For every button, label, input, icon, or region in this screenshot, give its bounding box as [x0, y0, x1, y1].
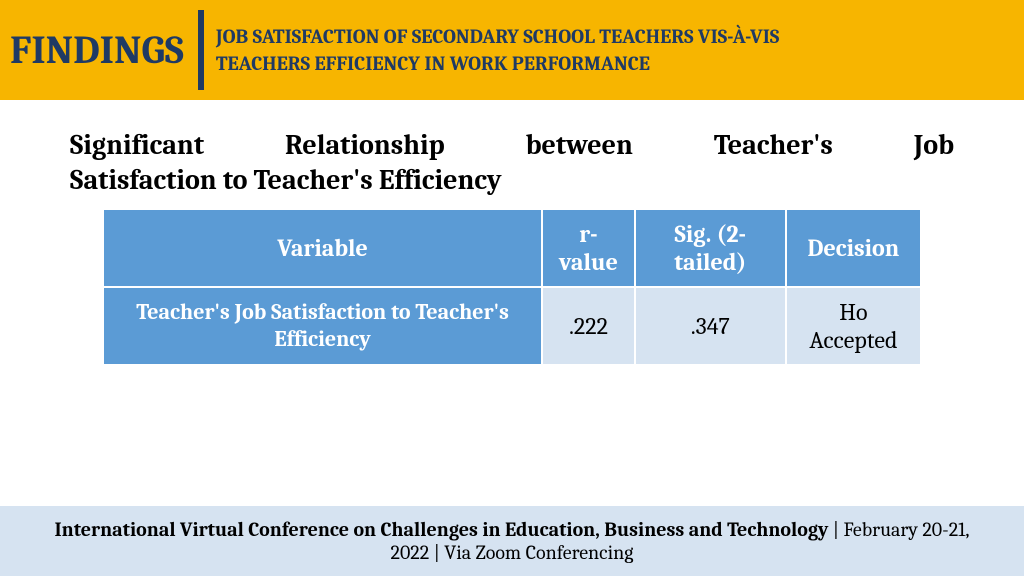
footer-bar: International Virtual Conference on Chal… — [0, 506, 1024, 576]
cell-r-value: .222 — [542, 287, 635, 365]
footer-conference: International Virtual Conference on Chal… — [55, 518, 829, 541]
col-r-value: r-value — [542, 209, 635, 287]
table-header-row: Variable r-value Sig. (2-tailed) Decisio… — [103, 209, 921, 287]
footer-venue: Via Zoom Conferencing — [444, 541, 633, 564]
table-row: Teacher's Job Satisfaction to Teacher's … — [103, 287, 921, 365]
cell-variable: Teacher's Job Satisfaction to Teacher's … — [103, 287, 542, 365]
footer-sep2: | — [429, 541, 444, 564]
section-heading-line2: Satisfaction to Teacher's Efficiency — [70, 163, 954, 198]
cell-decision: Ho Accepted — [786, 287, 921, 365]
col-variable: Variable — [103, 209, 542, 287]
header-divider — [198, 10, 204, 90]
cell-sig: .347 — [635, 287, 786, 365]
footer-sep1: | — [828, 518, 843, 541]
header-subtitle: JOB SATISFACTION OF SECONDARY SCHOOL TEA… — [216, 23, 780, 77]
col-sig: Sig. (2-tailed) — [635, 209, 786, 287]
section-heading-line1: Significant Relationship between Teacher… — [70, 128, 954, 163]
col-decision: Decision — [786, 209, 921, 287]
header-bar: FINDINGS JOB SATISFACTION OF SECONDARY S… — [0, 0, 1024, 100]
results-table: Variable r-value Sig. (2-tailed) Decisio… — [102, 208, 922, 366]
subtitle-line1: JOB SATISFACTION OF SECONDARY SCHOOL TEA… — [216, 23, 780, 50]
findings-title: FINDINGS — [10, 27, 198, 73]
subtitle-line2: TEACHERS EFFICIENCY IN WORK PERFORMANCE — [216, 50, 780, 77]
content-area: Significant Relationship between Teacher… — [0, 100, 1024, 366]
